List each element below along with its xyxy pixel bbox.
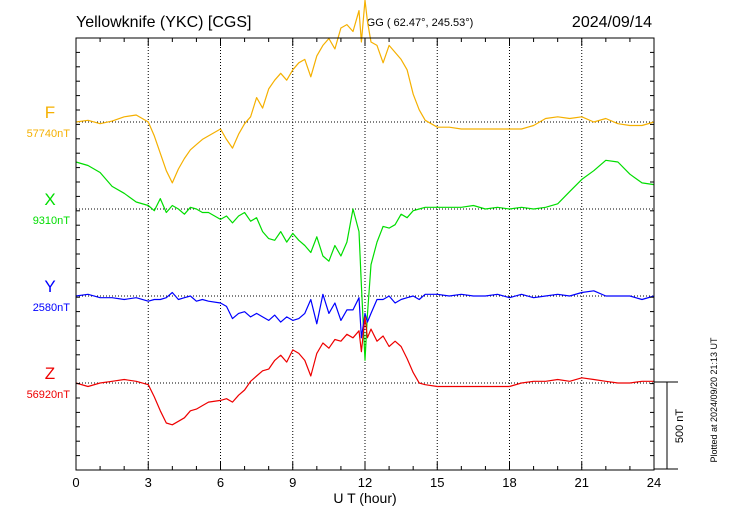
station-title: Yellowknife (YKC) [CGS] <box>76 14 251 31</box>
x-tick-label: 6 <box>217 475 224 490</box>
series-baseline-y: 2580nT <box>33 302 71 314</box>
x-axis-label: U T (hour) <box>333 490 396 506</box>
date-label: 2024/09/14 <box>572 14 652 31</box>
series-line-x <box>75 159 655 361</box>
series-name-f: F <box>45 103 55 122</box>
x-tick-label: 0 <box>72 475 79 490</box>
x-tick-label: 15 <box>430 475 444 490</box>
x-tick-label: 3 <box>145 475 152 490</box>
x-tick-label: 21 <box>575 475 589 490</box>
series-lines <box>75 0 655 426</box>
series-name-x: X <box>44 190 55 209</box>
scale-bar-label: 500 nT <box>674 409 686 444</box>
plotted-at-note: Plotted at 2024/09/20 21:13 UT <box>709 337 719 463</box>
series-baseline-x: 9310nT <box>33 215 71 227</box>
x-tick-label: 9 <box>289 475 296 490</box>
series-baseline-z: 56920nT <box>27 389 71 401</box>
coordinates: GG ( 62.47°, 245.53°) <box>367 17 474 29</box>
x-tick-label: 24 <box>647 475 661 490</box>
series-line-y <box>75 290 655 339</box>
series-line-z <box>75 316 654 426</box>
series-name-z: Z <box>45 364 55 383</box>
series-line-f <box>75 0 655 184</box>
series-labels: F 57740nT X 9310nT Y 2580nT Z 56920nT <box>27 103 71 401</box>
series-baseline-f: 57740nT <box>27 128 71 140</box>
axis-ticks: 0 3 6 9 12 15 18 21 24 <box>72 37 661 490</box>
x-tick-label: 18 <box>502 475 516 490</box>
x-tick-label: 12 <box>358 475 372 490</box>
series-name-y: Y <box>44 277 55 296</box>
scale-bar: 500 nT <box>654 381 686 470</box>
grid <box>76 38 654 470</box>
